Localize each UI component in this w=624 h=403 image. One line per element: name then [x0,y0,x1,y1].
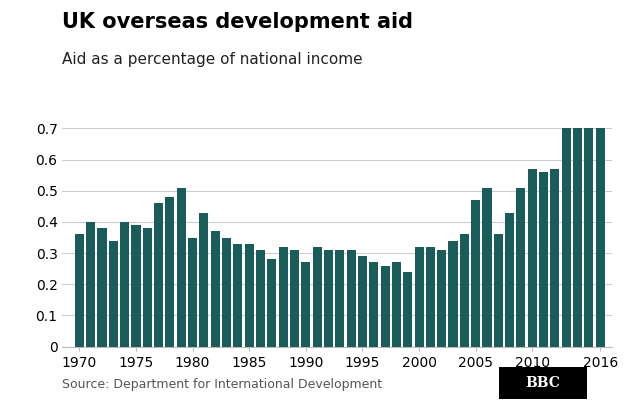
Bar [414,247,424,347]
Bar [573,129,582,347]
Bar [369,262,378,347]
Text: Aid as a percentage of national income: Aid as a percentage of national income [62,52,363,67]
Bar [346,250,356,347]
Bar [75,235,84,347]
Text: BBC: BBC [525,376,560,390]
Bar [505,212,514,347]
Bar [188,237,197,347]
Text: UK overseas development aid: UK overseas development aid [62,12,413,32]
Bar [335,250,344,347]
Bar [200,212,208,347]
Bar [482,188,492,347]
Bar [426,247,435,347]
Bar [279,247,288,347]
Bar [109,241,118,347]
Bar [143,228,152,347]
Bar [358,256,367,347]
Bar [120,222,129,347]
Bar [245,244,254,347]
Bar [528,169,537,347]
Bar [403,272,412,347]
Bar [494,235,503,347]
Bar [392,262,401,347]
Bar [222,237,231,347]
Bar [267,259,276,347]
Bar [381,266,389,347]
Bar [550,169,560,347]
Bar [177,188,186,347]
Bar [211,231,220,347]
Bar [517,188,525,347]
Bar [301,262,310,347]
Bar [437,250,446,347]
Bar [313,247,322,347]
Bar [562,129,571,347]
Bar [584,129,593,347]
Bar [256,250,265,347]
Bar [97,228,107,347]
Bar [233,244,242,347]
Bar [165,197,175,347]
Bar [290,250,299,347]
Bar [132,225,140,347]
Bar [539,172,548,347]
Bar [449,241,457,347]
Bar [324,250,333,347]
Bar [596,129,605,347]
Bar [86,222,95,347]
Bar [154,203,163,347]
Text: Source: Department for International Development: Source: Department for International Dev… [62,378,383,391]
Bar [460,235,469,347]
Bar [471,200,480,347]
